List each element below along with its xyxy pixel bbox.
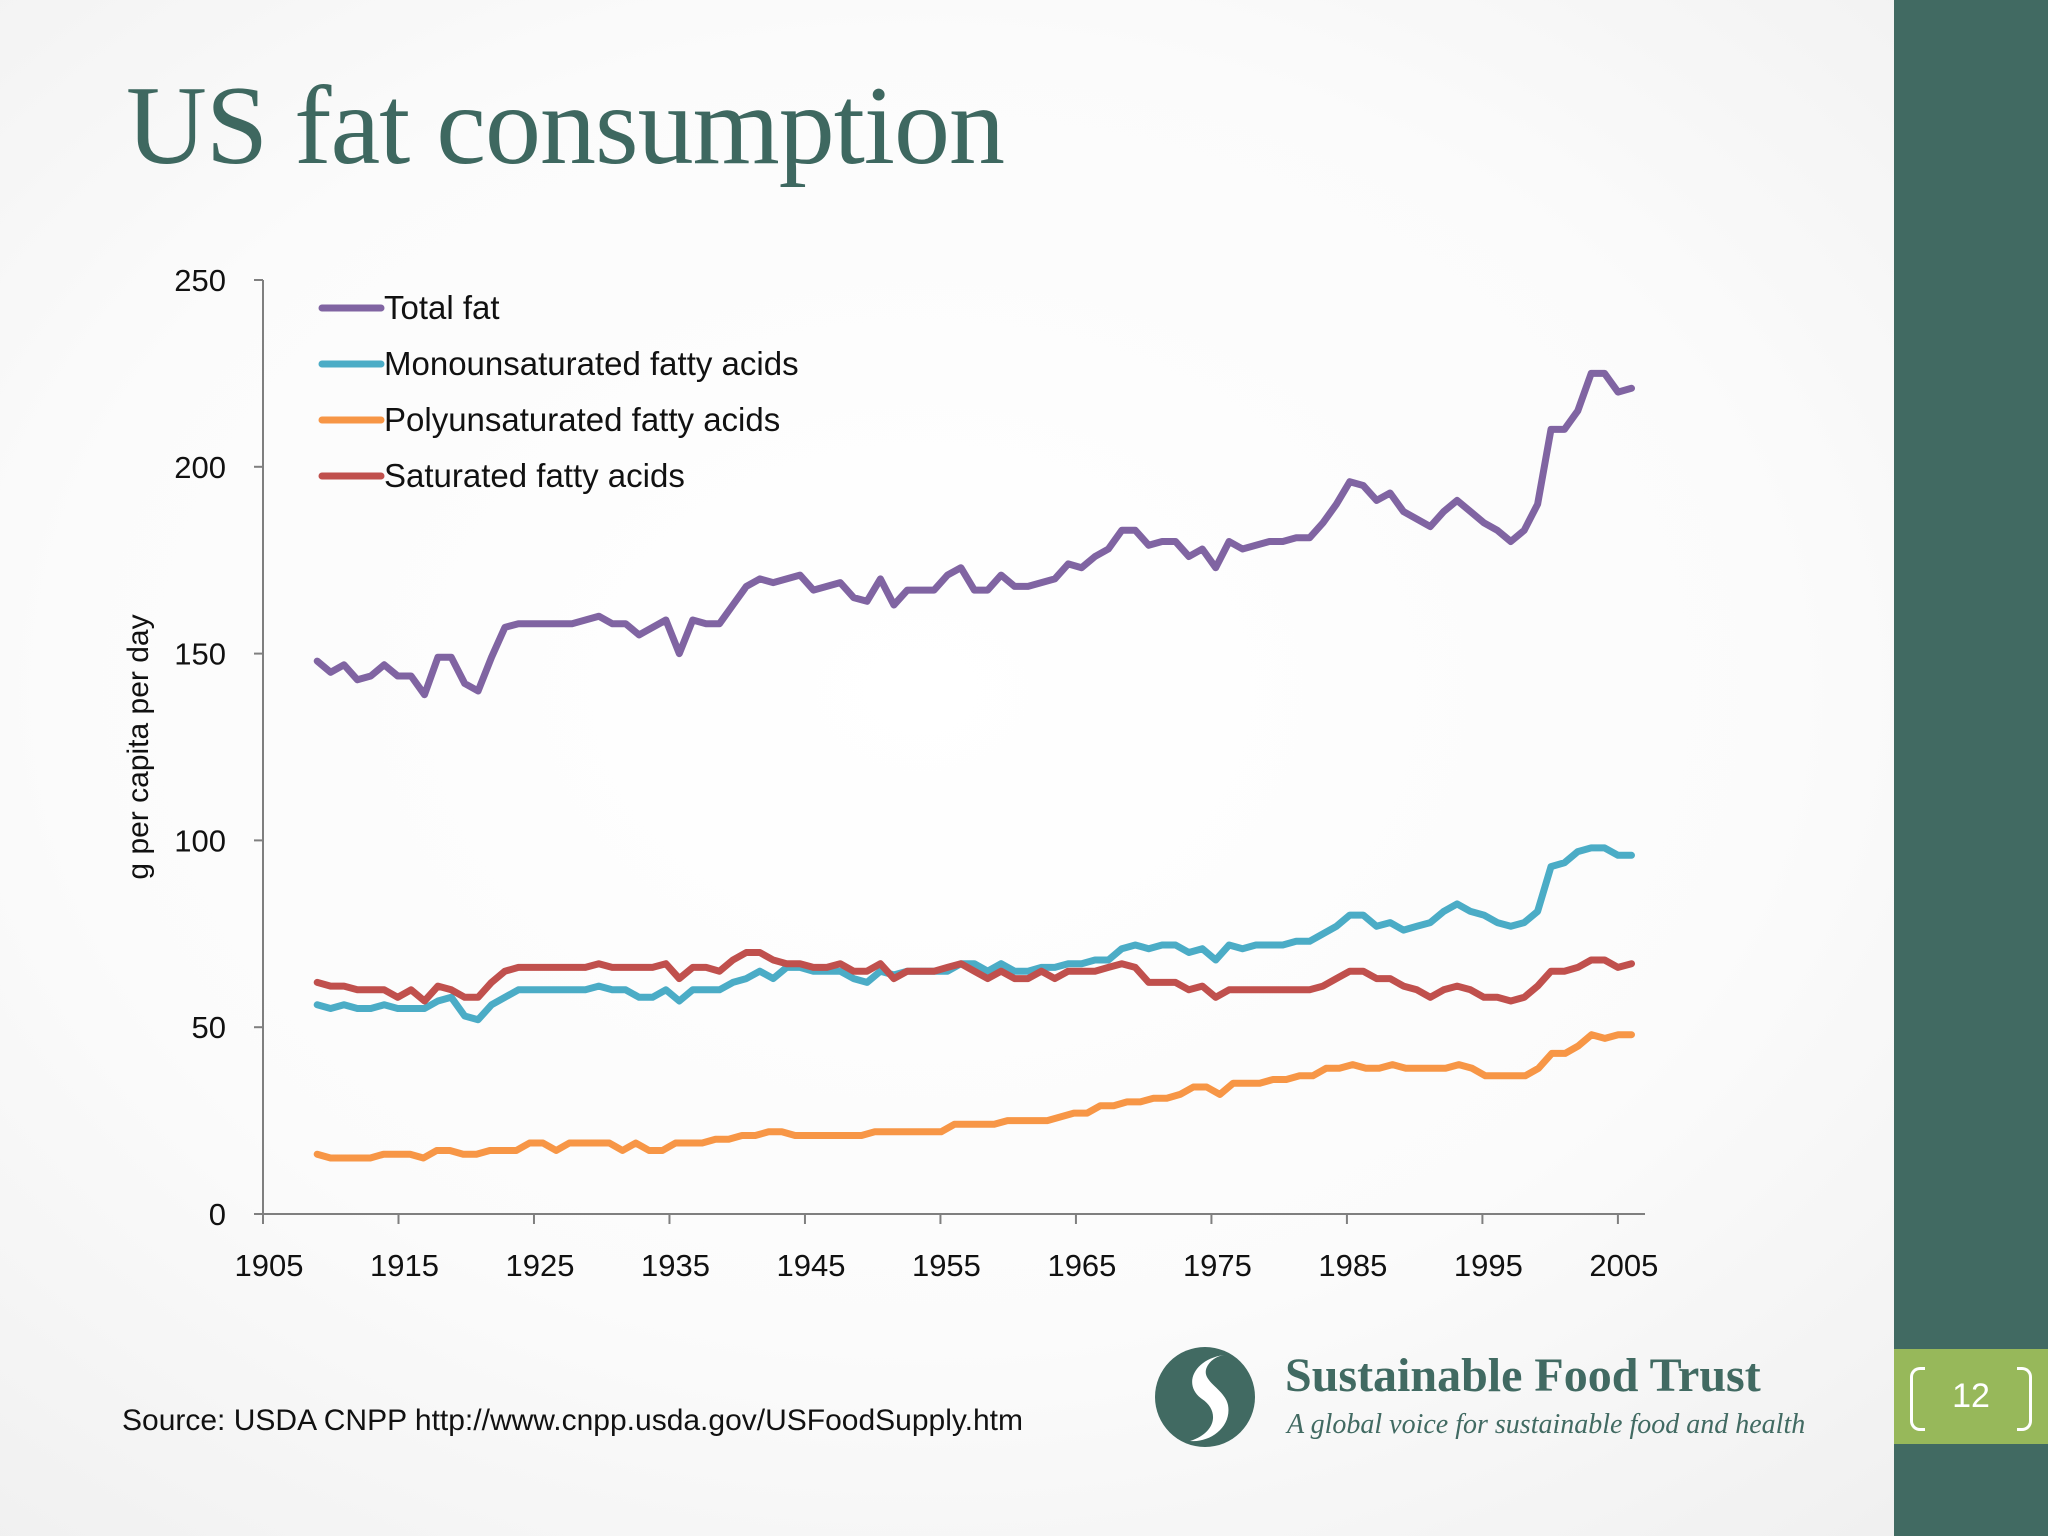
legend-label: Saturated fatty acids xyxy=(384,457,685,494)
y-tick-label: 50 xyxy=(192,1010,226,1045)
x-tick-label: 2005 xyxy=(1589,1248,1658,1283)
side-band xyxy=(1894,0,2048,1536)
x-tick-label: 1955 xyxy=(912,1248,981,1283)
legend-label: Polyunsaturated fatty acids xyxy=(384,401,780,438)
x-tick-label: 1935 xyxy=(641,1248,710,1283)
legend-label: Total fat xyxy=(384,289,500,326)
series-line-3 xyxy=(313,1031,1635,1162)
y-tick-label: 0 xyxy=(209,1197,226,1232)
y-tick-label: 150 xyxy=(174,637,226,672)
x-tick-label: 1995 xyxy=(1454,1248,1523,1283)
y-axis-label: g per capita per day xyxy=(122,614,155,879)
x-tick-label: 1915 xyxy=(370,1248,439,1283)
slide-title: US fat consumption xyxy=(126,64,1005,188)
x-tick-label: 1945 xyxy=(776,1248,845,1283)
brand-name: Sustainable Food Trust xyxy=(1285,1349,1761,1402)
series-line-1 xyxy=(313,369,1635,699)
y-tick-label: 100 xyxy=(174,823,226,858)
series-line-2 xyxy=(313,844,1635,1024)
x-tick-label: 1905 xyxy=(235,1248,304,1283)
y-tick-label: 250 xyxy=(174,263,226,298)
series-line-4 xyxy=(313,949,1635,1005)
x-tick-label: 1965 xyxy=(1047,1248,1116,1283)
line-chart: 0 50 100 150 200 250 1905 1915 1925 1935 1945 1955 1… xyxy=(122,263,1658,1283)
brand-tagline: A global voice for sustainable food and … xyxy=(1287,1409,1806,1440)
x-tick-label: 1925 xyxy=(505,1248,574,1283)
left-bracket-icon xyxy=(1910,1367,1925,1431)
x-tick-label: 1985 xyxy=(1318,1248,1387,1283)
page-number: 12 xyxy=(1952,1377,1990,1415)
leaf-logo-icon xyxy=(1155,1347,1255,1447)
legend-label: Monounsaturated fatty acids xyxy=(384,345,799,382)
page-number-box: 12 xyxy=(1894,1349,2048,1444)
y-tick-label: 200 xyxy=(174,450,226,485)
x-tick-label: 1975 xyxy=(1183,1248,1252,1283)
source-citation: Source: USDA CNPP http://www.cnpp.usda.g… xyxy=(122,1404,1023,1437)
right-bracket-icon xyxy=(2017,1367,2032,1431)
